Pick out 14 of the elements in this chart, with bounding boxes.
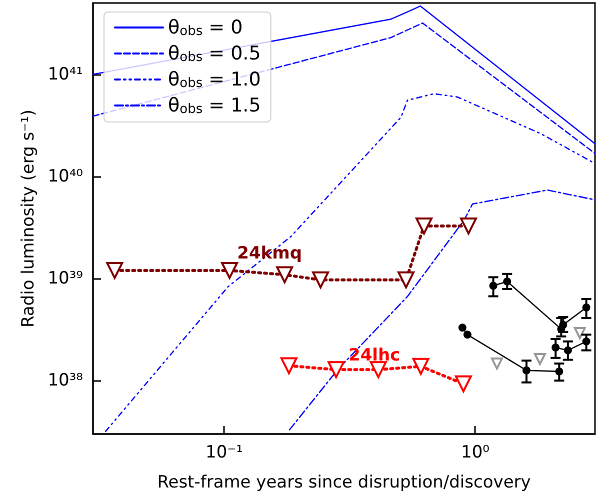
x-tick-label: 10⁰ <box>461 442 490 462</box>
y-tick-label: 10⁴⁰ <box>48 166 84 186</box>
y-axis-title: Radio luminosity (erg s⁻¹) <box>18 109 38 328</box>
x-axis-title: Rest-frame years since disruption/discovery <box>157 472 531 492</box>
y-tick-label: 10³⁸ <box>48 370 84 391</box>
x-tick-label: 10⁻¹ <box>206 442 243 462</box>
series-label: 24kmq <box>237 243 302 264</box>
y-tick-label: 10³⁹ <box>48 268 84 289</box>
series-label: 24lhc <box>348 346 400 366</box>
legend-label: θobs = 1.0 <box>168 68 261 91</box>
y-tick-label: 10⁴¹ <box>48 64 83 84</box>
legend-label: θobs = 0.5 <box>168 42 261 65</box>
legend-label: θobs = 1.5 <box>168 94 261 117</box>
legend-label: θobs = 0 <box>168 16 243 39</box>
